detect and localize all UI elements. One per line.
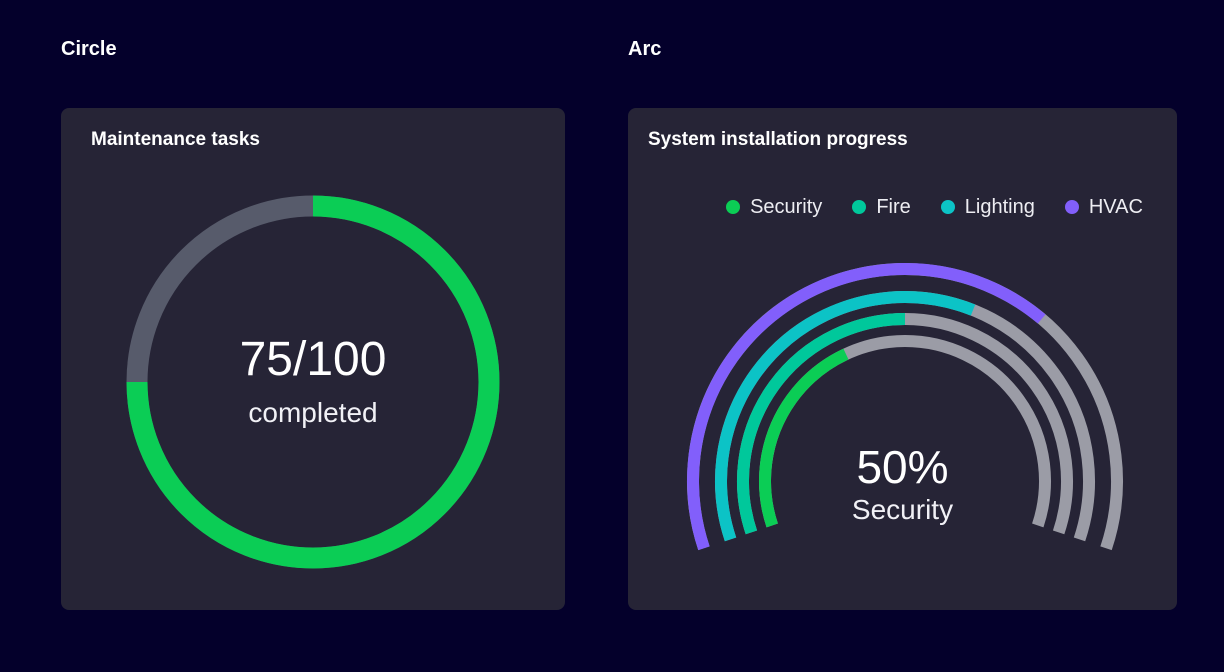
gauge-track-arc-security <box>759 335 1051 528</box>
circle-progress-svg <box>126 195 500 569</box>
chart-legend: Security Fire Lighting HVAC <box>692 195 1177 219</box>
circle-progress-arc <box>126 195 500 569</box>
section-heading-arc: Arc <box>628 38 662 60</box>
legend-item-label: Fire <box>876 195 911 218</box>
gauge-progress-arc-lighting <box>715 291 976 542</box>
legend-item-label: Lighting <box>964 195 1035 218</box>
circle-section: Circle Maintenance tasks 75/100 complete… <box>61 0 565 610</box>
arc-gauge-svg <box>687 263 1123 551</box>
legend-dot-icon <box>726 200 741 214</box>
maintenance-tasks-card: Maintenance tasks 75/100 completed <box>61 108 565 610</box>
arc-gauge-chart: 50% Security <box>628 248 1177 578</box>
legend-dot-icon <box>940 200 955 214</box>
legend-item-label: Security <box>750 195 823 218</box>
dashboard-page: Circle Maintenance tasks 75/100 complete… <box>61 0 1177 610</box>
legend-dot-icon <box>1064 200 1079 214</box>
legend-item-label: HVAC <box>1088 195 1143 218</box>
circle-card-title: Maintenance tasks <box>91 129 260 150</box>
circle-progress-chart: 75/100 completed <box>123 192 503 572</box>
arc-section: Arc System installation progress Securit… <box>628 0 1177 610</box>
legend-dot-icon <box>852 200 867 214</box>
gauge-progress-arc-fire <box>737 313 906 535</box>
system-installation-card: System installation progress Security Fir… <box>628 108 1177 610</box>
gauge-track-arc-fire <box>737 313 1073 535</box>
legend-item-hvac[interactable]: HVAC <box>1064 195 1143 219</box>
gauge-progress-arc-security <box>759 348 849 528</box>
section-heading-circle: Circle <box>61 38 117 60</box>
arc-card-title: System installation progress <box>648 129 908 150</box>
legend-item-lighting[interactable]: Lighting <box>940 195 1035 219</box>
legend-item-fire[interactable]: Fire <box>852 195 911 219</box>
gauge-progress-arc-hvac <box>687 263 1046 551</box>
legend-item-security[interactable]: Security <box>726 196 822 219</box>
